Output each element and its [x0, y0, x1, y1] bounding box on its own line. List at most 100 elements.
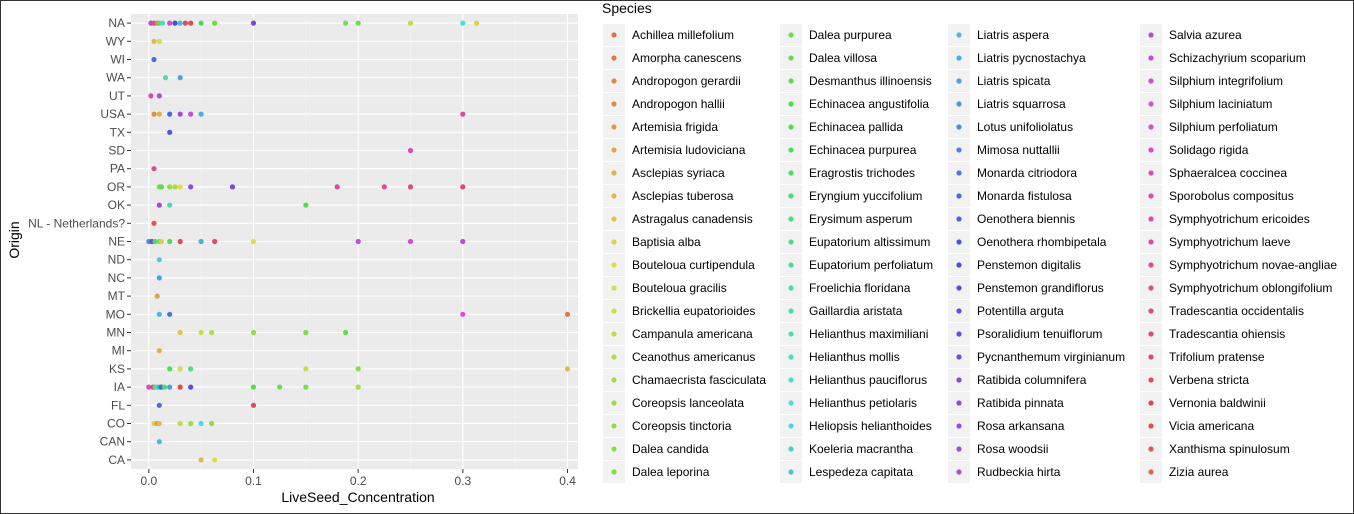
legend-key-dot: [956, 32, 962, 38]
data-point: [355, 20, 361, 26]
legend-label: Erysimum asperum: [809, 212, 912, 226]
legend-key-dot: [788, 354, 794, 360]
legend-key-dot: [788, 124, 794, 130]
legend-key-dot: [1148, 216, 1154, 222]
legend-label: Symphyotrichum oblongifolium: [1169, 281, 1332, 295]
data-point: [188, 184, 194, 190]
data-point: [167, 184, 173, 190]
legend-label: Lotus unifoliolatus: [977, 120, 1073, 134]
data-point: [250, 20, 257, 26]
legend: Species Achillea millefolium Amorpha cane…: [602, 0, 1337, 483]
legend-key-dot: [956, 55, 962, 61]
legend-label: Rosa woodsii: [977, 442, 1048, 456]
legend-key-dot: [611, 400, 617, 406]
legend-key-dot: [788, 377, 794, 383]
legend-key-dot: [611, 124, 617, 130]
legend-label: Baptisia alba: [632, 235, 701, 249]
data-point: [152, 238, 158, 245]
legend-key-dot: [1148, 78, 1154, 84]
legend-label: Symphyotrichum novae-angliae: [1169, 258, 1337, 272]
legend-key-dot: [956, 285, 962, 291]
legend-key-dot: [1148, 469, 1154, 475]
legend-label: Andropogon gerardii: [632, 74, 741, 88]
data-point: [198, 111, 204, 117]
legend-label: Dalea candida: [632, 442, 709, 456]
legend-key-dot: [611, 170, 617, 176]
data-point: [188, 366, 194, 372]
data-point: [407, 238, 414, 245]
data-point: [198, 238, 204, 245]
legend-key-dot: [788, 423, 794, 429]
data-point: [161, 384, 168, 390]
data-point: [177, 184, 183, 190]
x-tick-label: 0.4: [559, 474, 576, 488]
legend-key-dot: [611, 147, 617, 153]
legend-label: Asclepias tuberosa: [632, 189, 734, 203]
legend-label: Artemisia ludoviciana: [632, 143, 746, 157]
legend-key-dot: [611, 216, 617, 222]
legend-key-dot: [611, 101, 617, 107]
y-tick-label: USA: [100, 107, 125, 121]
y-tick-label: CO: [107, 417, 125, 431]
legend-key-dot: [788, 262, 794, 268]
legend-key-dot: [1148, 55, 1154, 61]
legend-key-dot: [956, 239, 962, 245]
legend-key-dot: [1148, 193, 1154, 199]
legend-key-dot: [956, 124, 962, 130]
legend-label: Ratibida pinnata: [977, 396, 1064, 410]
data-point: [158, 184, 164, 190]
legend-key-dot: [1148, 32, 1154, 38]
legend-label: Coreopsis lanceolata: [632, 396, 744, 410]
legend-label: Helianthus pauciflorus: [809, 373, 927, 387]
legend-key-dot: [956, 216, 962, 222]
legend-key-dot: [788, 308, 794, 314]
data-point: [177, 384, 183, 390]
legend-label: Andropogon hallii: [632, 97, 725, 111]
y-tick-label: MO: [106, 307, 125, 321]
legend-key-dot: [956, 193, 962, 199]
legend-key-dot: [611, 446, 617, 452]
legend-key-dot: [1148, 285, 1154, 291]
legend-key-dot: [1148, 331, 1154, 337]
data-point: [343, 20, 349, 26]
data-point: [209, 329, 215, 336]
legend-label: Desmanthus illinoensis: [809, 74, 932, 88]
data-point: [151, 38, 157, 44]
data-point: [177, 20, 183, 26]
legend-key-dot: [1148, 423, 1154, 429]
legend-key-dot: [611, 78, 617, 84]
data-point: [277, 384, 283, 390]
data-point: [167, 384, 173, 390]
legend-key-dot: [788, 147, 794, 153]
data-point: [177, 329, 183, 336]
y-axis-ticks: CA CAN CO FL IA KS MI MN MO MT NC ND NE NL - Netherla…: [28, 16, 131, 467]
legend-label: Brickellia eupatorioides: [632, 304, 755, 318]
data-point: [212, 457, 218, 463]
legend-key-dot: [611, 193, 617, 199]
legend-label: Eryngium yuccifolium: [809, 189, 922, 203]
legend-key-dot: [1148, 354, 1154, 360]
y-tick-label: MN: [106, 326, 125, 340]
legend-label: Achillea millefolium: [632, 28, 734, 42]
y-tick-label: NA: [108, 16, 125, 30]
x-axis-title: LiveSeed_Concentration: [281, 489, 434, 505]
y-tick-label: IA: [114, 380, 125, 394]
data-point: [473, 20, 480, 26]
data-point: [167, 202, 173, 208]
legend-label: Lespedeza capitata: [809, 465, 913, 479]
legend-label: Zizia aurea: [1169, 465, 1229, 479]
data-point: [156, 93, 162, 99]
legend-label: Salvia azurea: [1169, 28, 1242, 42]
legend-label: Tradescantia occidentalis: [1169, 304, 1304, 318]
legend-key-dot: [1148, 400, 1154, 406]
data-point: [334, 184, 340, 190]
data-point: [156, 402, 162, 408]
legend-title: Species: [602, 0, 652, 16]
data-point: [172, 20, 178, 26]
legend-label: Eupatorium altissimum: [809, 235, 930, 249]
legend-label: Ceanothus americanus: [632, 350, 755, 364]
y-tick-label: WI: [110, 53, 125, 67]
legend-label: Ratibida columnifera: [977, 373, 1087, 387]
legend-key-dot: [611, 469, 617, 475]
